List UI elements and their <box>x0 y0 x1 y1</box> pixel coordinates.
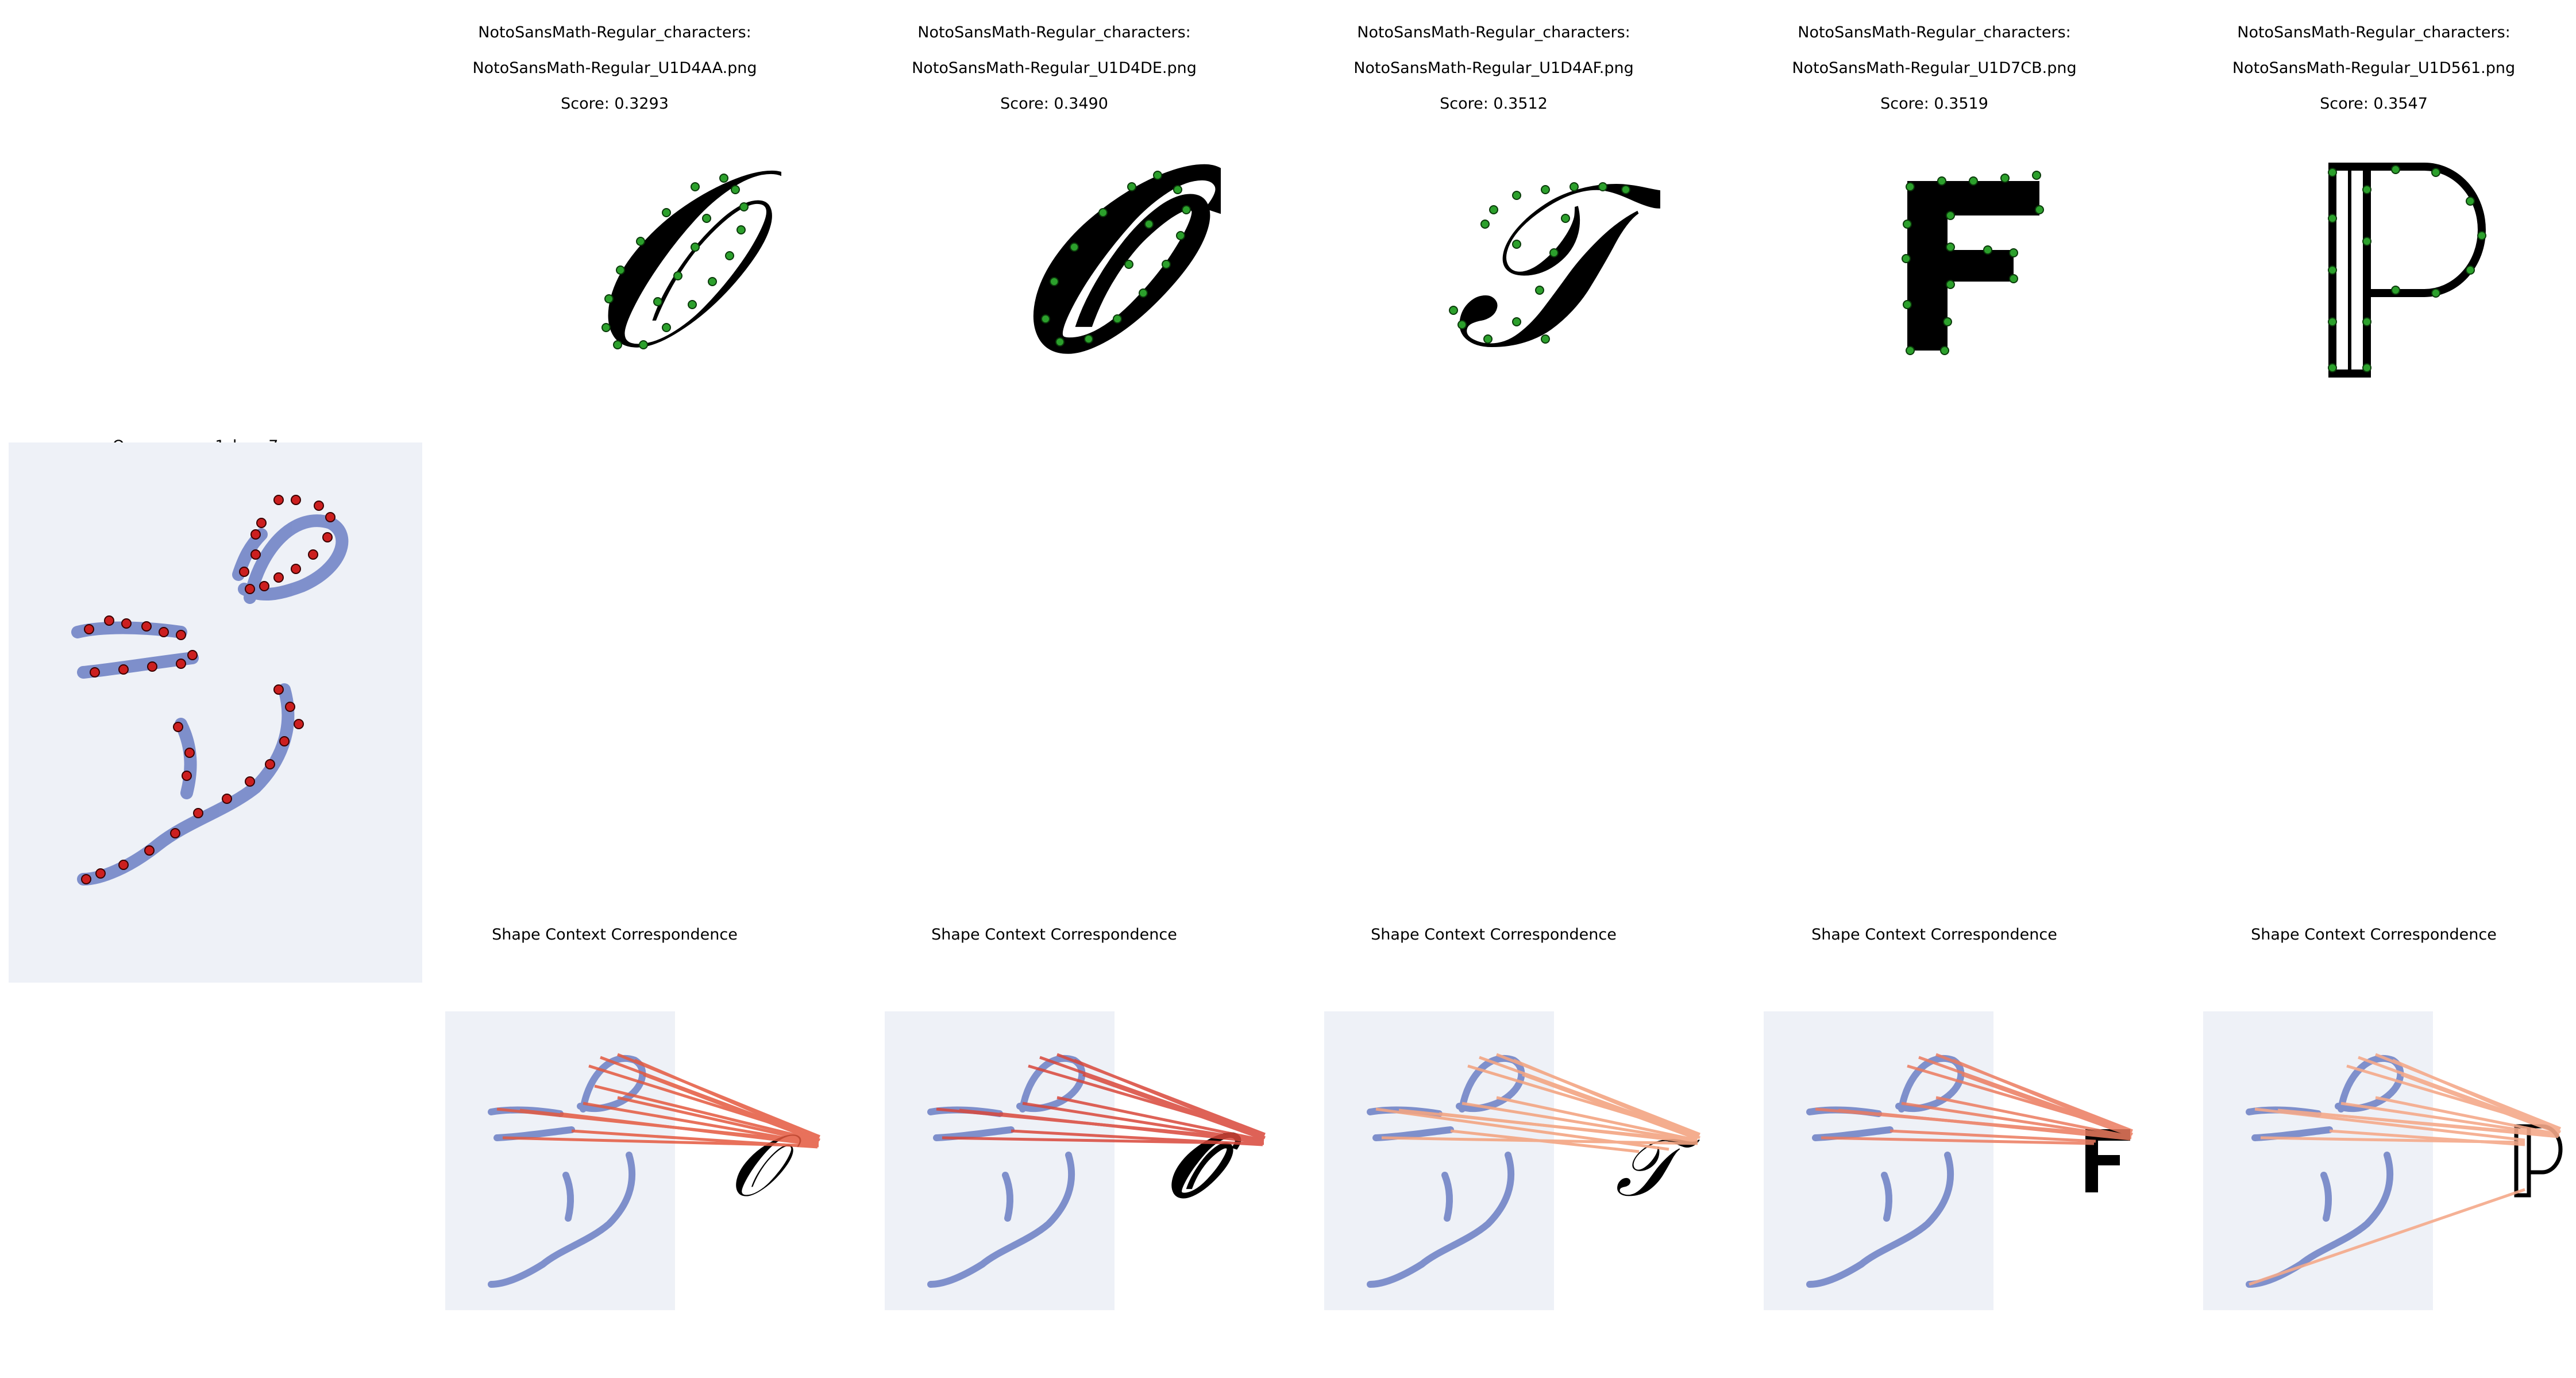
candidate-file: NotoSansMath-Regular_U1D4AF.png <box>1353 59 1634 77</box>
glyph-double-struck-p <box>2328 163 2486 378</box>
candidate-font-label: NotoSansMath-Regular_characters: <box>2237 24 2511 41</box>
candidate-score: Score: 0.3519 <box>1880 95 1988 113</box>
query-handwriting-image <box>9 442 422 983</box>
glyph-bold-script-o: 𝓞 <box>1023 155 1221 374</box>
candidate-keypoints <box>1902 171 2044 355</box>
candidate-score: Score: 0.3490 <box>1000 95 1108 113</box>
correspondence-panel-5 <box>2203 1011 2571 1310</box>
correspondence-title-text: Shape Context Correspondence <box>1371 926 1617 944</box>
candidate-file: NotoSansMath-Regular_U1D561.png <box>2232 59 2516 77</box>
correspondence-plot: 𝓞 <box>885 1011 1266 1310</box>
correspondence-title-5: Shape Context Correspondence <box>2196 908 2552 944</box>
candidate-file: NotoSansMath-Regular_U1D4DE.png <box>912 59 1197 77</box>
correspondence-title-1: Shape Context Correspondence <box>437 908 793 944</box>
match-lines <box>936 1053 1266 1146</box>
candidate-score: Score: 0.3547 <box>2320 95 2428 113</box>
candidate-glyph-panel-1: 𝒪 <box>552 155 781 374</box>
candidate-glyph-panel-4 <box>1873 155 2091 374</box>
match-lines <box>1375 1053 1700 1153</box>
candidate-glyph-panel-5 <box>2309 155 2505 385</box>
candidate-keypoints <box>2328 165 2486 372</box>
candidate-font-label: NotoSansMath-Regular_characters: <box>1357 24 1630 41</box>
match-lines <box>496 1053 820 1149</box>
candidate-font-label: NotoSansMath-Regular_characters: <box>917 24 1191 41</box>
candidate-score: Score: 0.3293 <box>561 95 669 113</box>
candidate-title-5: NotoSansMath-Regular_characters: NotoSan… <box>2196 6 2552 113</box>
glyph-char: 𝓞 <box>1168 1115 1243 1216</box>
match-lines <box>1815 1053 2133 1145</box>
correspondence-title-3: Shape Context Correspondence <box>1316 908 1672 944</box>
correspondence-plot <box>2203 1011 2563 1310</box>
candidate-title-3: NotoSansMath-Regular_characters: NotoSan… <box>1316 6 1672 113</box>
correspondence-panel-4 <box>1764 1011 2166 1310</box>
candidate-glyph-panel-2: 𝓞 <box>991 155 1221 374</box>
candidate-file: NotoSansMath-Regular_U1D4AA.png <box>472 59 757 77</box>
candidate-title-4: NotoSansMath-Regular_characters: NotoSan… <box>1756 6 2112 113</box>
correspondence-title-text: Shape Context Correspondence <box>2251 926 2497 944</box>
correspondence-title-2: Shape Context Correspondence <box>876 908 1232 944</box>
glyph-char: 𝓞 <box>1023 155 1221 374</box>
correspondence-plot: 𝒯 <box>1324 1011 1700 1310</box>
correspondence-title-4: Shape Context Correspondence <box>1756 908 2112 944</box>
correspondence-plot: 𝒪 <box>445 1011 820 1310</box>
candidate-file: NotoSansMath-Regular_U1D7CB.png <box>1792 59 2077 77</box>
candidate-font-label: NotoSansMath-Regular_characters: <box>1798 24 2071 41</box>
correspondence-panel-1: 𝒪 <box>445 1011 847 1310</box>
correspondence-title-text: Shape Context Correspondence <box>931 926 1177 944</box>
query-keypoints <box>81 495 336 884</box>
candidate-keypoints <box>1041 171 1191 347</box>
candidate-title-2: NotoSansMath-Regular_characters: NotoSan… <box>876 6 1232 113</box>
correspondence-title-text: Shape Context Correspondence <box>492 926 738 944</box>
glyph-script-o: 𝒪 <box>586 155 781 374</box>
candidate-score: Score: 0.3512 <box>1440 95 1548 113</box>
candidate-title-1: NotoSansMath-Regular_characters: NotoSan… <box>437 6 793 113</box>
glyph-script-t: 𝒯 <box>1449 155 1660 374</box>
candidate-keypoints <box>1449 182 1630 344</box>
candidate-glyph-panel-3: 𝒯 <box>1430 155 1660 374</box>
correspondence-title-text: Shape Context Correspondence <box>1811 926 2057 944</box>
query-image-panel <box>9 442 422 983</box>
glyph-char: 𝒪 <box>586 155 781 374</box>
correspondence-plot <box>1764 1011 2133 1310</box>
correspondence-panel-2: 𝓞 <box>885 1011 1287 1310</box>
glyph-digamma <box>1902 171 2044 355</box>
candidate-font-label: NotoSansMath-Regular_characters: <box>478 24 751 41</box>
match-lines <box>2249 1053 2561 1286</box>
candidate-keypoints <box>601 174 749 349</box>
correspondence-panel-3: 𝒯 <box>1324 1011 1726 1310</box>
